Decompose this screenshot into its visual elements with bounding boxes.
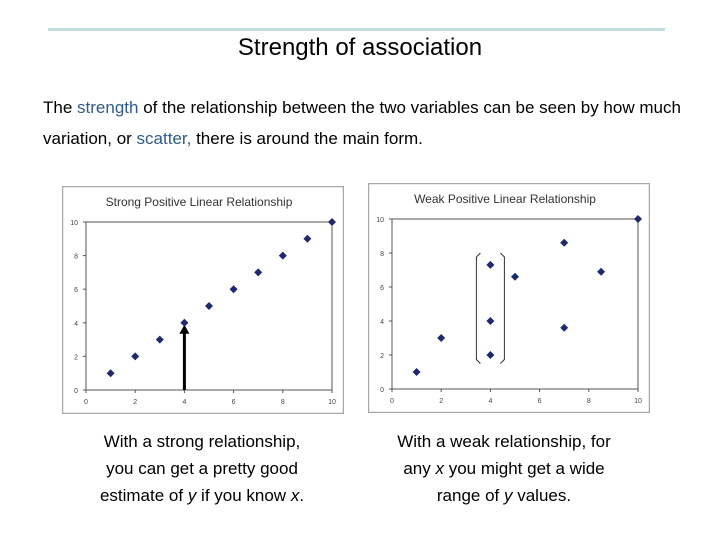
weak-caption-line3-b: values. xyxy=(512,486,572,505)
data-point xyxy=(486,317,495,325)
x-tick-label: 4 xyxy=(182,399,186,406)
data-point xyxy=(131,352,140,361)
y-tick-label: 6 xyxy=(380,285,384,292)
chart-title: Strong Positive Linear Relationship xyxy=(106,195,293,209)
weak-caption-line1: With a weak relationship, for xyxy=(397,432,611,451)
weak-caption-y: y xyxy=(504,486,513,505)
data-point xyxy=(180,318,189,327)
intro-part3: there is around the main form. xyxy=(191,129,423,148)
strong-caption-line3: estimate of y if you know x. xyxy=(62,482,342,509)
y-tick-label: 10 xyxy=(70,220,78,227)
x-tick-label: 2 xyxy=(439,398,443,405)
x-tick-label: 10 xyxy=(328,399,336,406)
y-tick-label: 4 xyxy=(380,319,384,326)
weak-caption-line2: any x you might get a wide xyxy=(358,455,650,482)
weak-caption-line3: range of y values. xyxy=(358,482,650,509)
data-point xyxy=(278,251,287,260)
data-point xyxy=(597,267,606,276)
x-tick-label: 6 xyxy=(232,399,236,406)
data-point xyxy=(205,302,213,310)
x-tick-label: 8 xyxy=(587,398,591,405)
data-point xyxy=(486,260,495,269)
strong-caption-line3-a: estimate of xyxy=(99,486,188,505)
strong-caption-x: x xyxy=(290,486,300,505)
data-point xyxy=(560,238,569,247)
intro-scatter-word: scatter, xyxy=(136,129,192,148)
weak-caption-line2-b: you might get a wide xyxy=(443,459,605,478)
x-tick-label: 4 xyxy=(488,398,492,405)
y-tick-label: 2 xyxy=(380,353,384,360)
title-rule xyxy=(48,28,665,31)
y-tick-label: 4 xyxy=(74,321,78,328)
weak-caption-line3-a: range of xyxy=(436,486,504,505)
data-point xyxy=(303,234,312,243)
x-tick-label: 10 xyxy=(634,398,642,405)
data-point xyxy=(412,368,421,376)
data-point xyxy=(634,215,642,223)
data-point xyxy=(229,285,238,294)
strong-caption-line1: With a strong relationship, xyxy=(103,432,301,451)
x-tick-label: 2 xyxy=(133,399,137,406)
estimate-arrow-head xyxy=(179,324,190,334)
y-tick-label: 8 xyxy=(74,254,78,261)
weak-caption-x: x xyxy=(435,459,444,478)
x-tick-label: 0 xyxy=(84,399,88,406)
y-tick-label: 8 xyxy=(380,251,384,258)
data-point xyxy=(560,323,569,332)
y-tick-label: 10 xyxy=(376,217,384,224)
bracket-left xyxy=(475,252,481,364)
x-tick-label: 8 xyxy=(281,399,285,406)
intro-text: The strength of the relationship between… xyxy=(43,92,703,154)
y-tick-label: 0 xyxy=(74,388,78,395)
bracket-right xyxy=(500,252,505,364)
chart-title: Weak Positive Linear Relationship xyxy=(414,192,596,206)
y-tick-label: 0 xyxy=(380,387,384,394)
strong-caption-line3-c: . xyxy=(299,486,305,505)
intro-part1: The xyxy=(43,98,78,117)
strong-relationship-chart: Strong Positive Linear Relationship 0 2 4 6 8… xyxy=(62,186,344,414)
y-tick-label: 6 xyxy=(74,287,78,294)
x-tick-label: 0 xyxy=(390,398,394,405)
weak-caption-line2-a: any xyxy=(403,459,436,478)
data-point xyxy=(511,272,519,281)
intro-strength-word: strength xyxy=(77,98,139,117)
page-title: Strength of association xyxy=(237,34,483,61)
data-point xyxy=(155,335,164,344)
data-point xyxy=(437,334,446,342)
data-point xyxy=(486,351,495,359)
y-tick-label: 2 xyxy=(74,354,78,361)
x-tick-label: 6 xyxy=(538,398,542,405)
data-point xyxy=(106,369,115,378)
data-point xyxy=(328,218,336,226)
data-point xyxy=(254,268,263,277)
weak-caption: With a weak relationship, for any x you … xyxy=(358,428,650,509)
strong-caption-y: y xyxy=(187,486,197,505)
strong-caption: With a strong relationship, you can get … xyxy=(62,428,342,509)
intro-part2: of the relationship between the two vari… xyxy=(43,98,681,148)
weak-relationship-chart: Weak Positive Linear Relationship 0 2 4 6 8 10… xyxy=(368,183,650,413)
strong-caption-line3-b: if you know xyxy=(196,486,291,505)
strong-caption-line2: you can get a pretty good xyxy=(106,459,298,478)
plot-area xyxy=(391,218,639,390)
